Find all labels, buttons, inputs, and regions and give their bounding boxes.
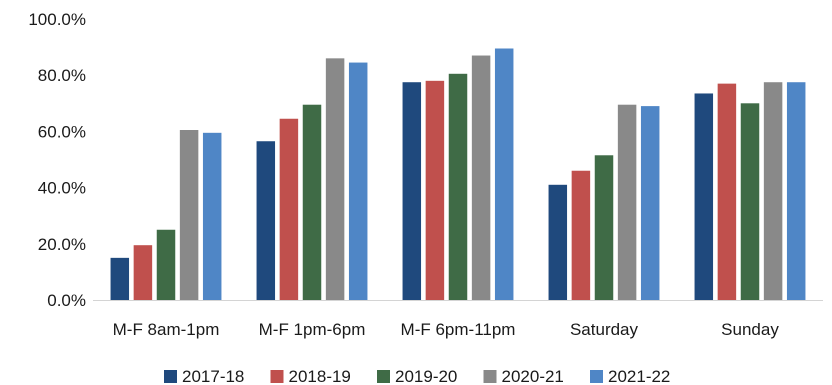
bar-2020-21-0 (179, 130, 199, 300)
bar-2021-22-3 (640, 106, 660, 300)
y-tick-label: 20.0% (38, 235, 86, 254)
bar-2018-19-2 (425, 80, 445, 300)
legend-swatch (590, 370, 603, 383)
x-tick-label: Saturday (570, 320, 639, 339)
bar-2017-18-0 (110, 257, 130, 300)
legend-item-2020-21: 2020-21 (483, 367, 564, 385)
y-tick-label: 0.0% (47, 291, 86, 310)
bar-2017-18-1 (256, 141, 276, 300)
x-tick-label: M-F 8am-1pm (113, 320, 220, 339)
legend-swatch (270, 370, 284, 383)
x-axis: M-F 8am-1pm M-F 1pm-6pm M-F 6pm-11pm Saturd… (113, 320, 780, 339)
x-tick-label: M-F 6pm-11pm (401, 320, 516, 339)
legend-swatch (377, 370, 390, 383)
bar-2020-21-4 (763, 82, 783, 300)
y-tick-label: 40.0% (38, 179, 86, 198)
y-tick-label: 80.0% (38, 66, 86, 85)
x-tick-label: Sunday (721, 320, 779, 339)
bar-2020-21-3 (617, 104, 637, 301)
bar-2019-20-1 (302, 104, 322, 301)
bar-2019-20-3 (594, 155, 614, 300)
bar-2020-21-1 (325, 58, 345, 301)
bar-2018-19-3 (571, 170, 591, 300)
bars (110, 48, 806, 301)
y-axis: 0.0% 20.0% 40.0% 60.0% 80.0% 100.0% (28, 10, 86, 310)
bar-2021-22-2 (494, 48, 514, 300)
legend-swatch (164, 370, 177, 383)
bar-2019-20-0 (156, 229, 176, 300)
bar-2018-19-0 (133, 245, 153, 300)
y-tick-label: 100.0% (28, 10, 86, 29)
bar-2019-20-4 (740, 103, 760, 300)
legend-item-2017-18: 2017-18 (164, 367, 244, 385)
bar-2021-22-1 (348, 62, 368, 301)
legend-item-2018-19: 2018-19 (270, 367, 351, 385)
bar-2020-21-2 (471, 55, 491, 300)
bar-2017-18-4 (694, 93, 714, 300)
legend-label: 2019-20 (395, 367, 457, 385)
legend-label: 2018-19 (289, 367, 351, 385)
bar-2021-22-0 (202, 132, 222, 300)
bar-2021-22-4 (786, 82, 806, 300)
y-tick-label: 60.0% (38, 122, 86, 141)
legend-label: 2020-21 (502, 367, 564, 385)
legend-label: 2017-18 (182, 367, 244, 385)
bar-2017-18-2 (402, 82, 422, 300)
legend-swatch (483, 370, 497, 383)
bar-2018-19-1 (279, 118, 299, 300)
bar-2017-18-3 (548, 184, 568, 300)
legend-label: 2021-22 (608, 367, 670, 385)
bar-2018-19-4 (717, 83, 737, 300)
legend-item-2021-22: 2021-22 (590, 367, 670, 385)
bar-2019-20-2 (448, 73, 468, 300)
x-tick-label: M-F 1pm-6pm (259, 320, 366, 339)
legend: 2017-18 2018-19 2019-20 2020-21 2021-22 (164, 367, 670, 385)
legend-item-2019-20: 2019-20 (377, 367, 457, 385)
